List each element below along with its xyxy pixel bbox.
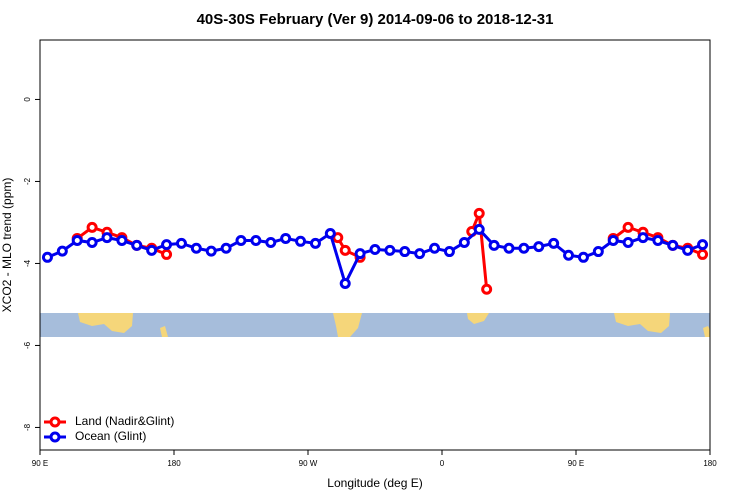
y-tick-label: -4: [23, 259, 32, 267]
data-point: [429, 242, 441, 254]
data-point: [503, 242, 515, 254]
legend-label: Land (Nadir&Glint): [75, 414, 174, 428]
legend: Land (Nadir&Glint) Ocean (Glint): [44, 414, 174, 443]
data-point: [533, 241, 545, 253]
data-point: [205, 245, 217, 257]
data-point: [384, 244, 396, 256]
data-point: [235, 234, 247, 246]
data-point: [295, 235, 307, 247]
data-point: [101, 232, 113, 244]
data-point: [481, 283, 493, 295]
data-point: [592, 246, 604, 258]
legend-marker: [49, 416, 61, 428]
data-point: [86, 237, 98, 249]
x-tick-label: 90 W: [299, 459, 318, 468]
y-tick-label: -2: [23, 177, 32, 185]
x-tick-label: 90 E: [32, 459, 48, 468]
x-tick-label: 0: [440, 459, 445, 468]
data-point: [518, 242, 530, 254]
data-point: [71, 234, 83, 246]
x-axis-label: Longitude (deg E): [327, 476, 422, 490]
data-point: [339, 244, 351, 256]
y-tick-label: 0: [23, 97, 32, 102]
data-point: [473, 223, 485, 235]
data-point: [443, 246, 455, 258]
data-point: [354, 248, 366, 260]
y-axis-label: XCO2 - MLO trend (ppm): [0, 178, 14, 313]
map-strip: [40, 313, 710, 337]
data-point: [637, 232, 649, 244]
data-point: [56, 245, 68, 257]
data-point: [458, 237, 470, 249]
data-point: [131, 239, 143, 251]
data-point: [146, 244, 158, 256]
data-point: [250, 234, 262, 246]
data-point: [622, 221, 634, 233]
data-point: [577, 251, 589, 263]
data-point: [265, 237, 277, 249]
data-point: [309, 237, 321, 249]
data-point: [697, 239, 709, 251]
data-point: [548, 237, 560, 249]
data-point: [414, 248, 426, 260]
data-point: [116, 234, 128, 246]
data-point: [324, 228, 336, 240]
data-point: [488, 239, 500, 251]
data-point: [220, 242, 232, 254]
data-point: [682, 244, 694, 256]
data-point: [161, 239, 173, 251]
data-point: [339, 278, 351, 290]
data-point: [607, 234, 619, 246]
data-point: [473, 207, 485, 219]
data-point: [622, 237, 634, 249]
data-point: [399, 246, 411, 258]
data-point: [667, 239, 679, 251]
data-point: [190, 242, 202, 254]
y-tick-label: -8: [23, 423, 32, 431]
series-line: [46, 227, 704, 288]
legend-label: Ocean (Glint): [75, 429, 146, 443]
data-point: [86, 221, 98, 233]
data-point: [280, 232, 292, 244]
data-point: [175, 237, 187, 249]
data-point: [369, 244, 381, 256]
plot-frame: [39, 39, 711, 451]
data-point: [41, 251, 53, 263]
x-tick-label: 180: [703, 459, 717, 468]
legend-marker: [49, 431, 61, 443]
data-point: [563, 249, 575, 261]
x-tick-label: 90 E: [568, 459, 584, 468]
y-tick-label: -6: [23, 341, 32, 349]
chart-title: 40S-30S February (Ver 9) 2014-09-06 to 2…: [197, 11, 554, 28]
data-point: [652, 234, 664, 246]
x-tick-label: 180: [167, 459, 181, 468]
data-point: [161, 248, 173, 260]
data-point: [697, 248, 709, 260]
